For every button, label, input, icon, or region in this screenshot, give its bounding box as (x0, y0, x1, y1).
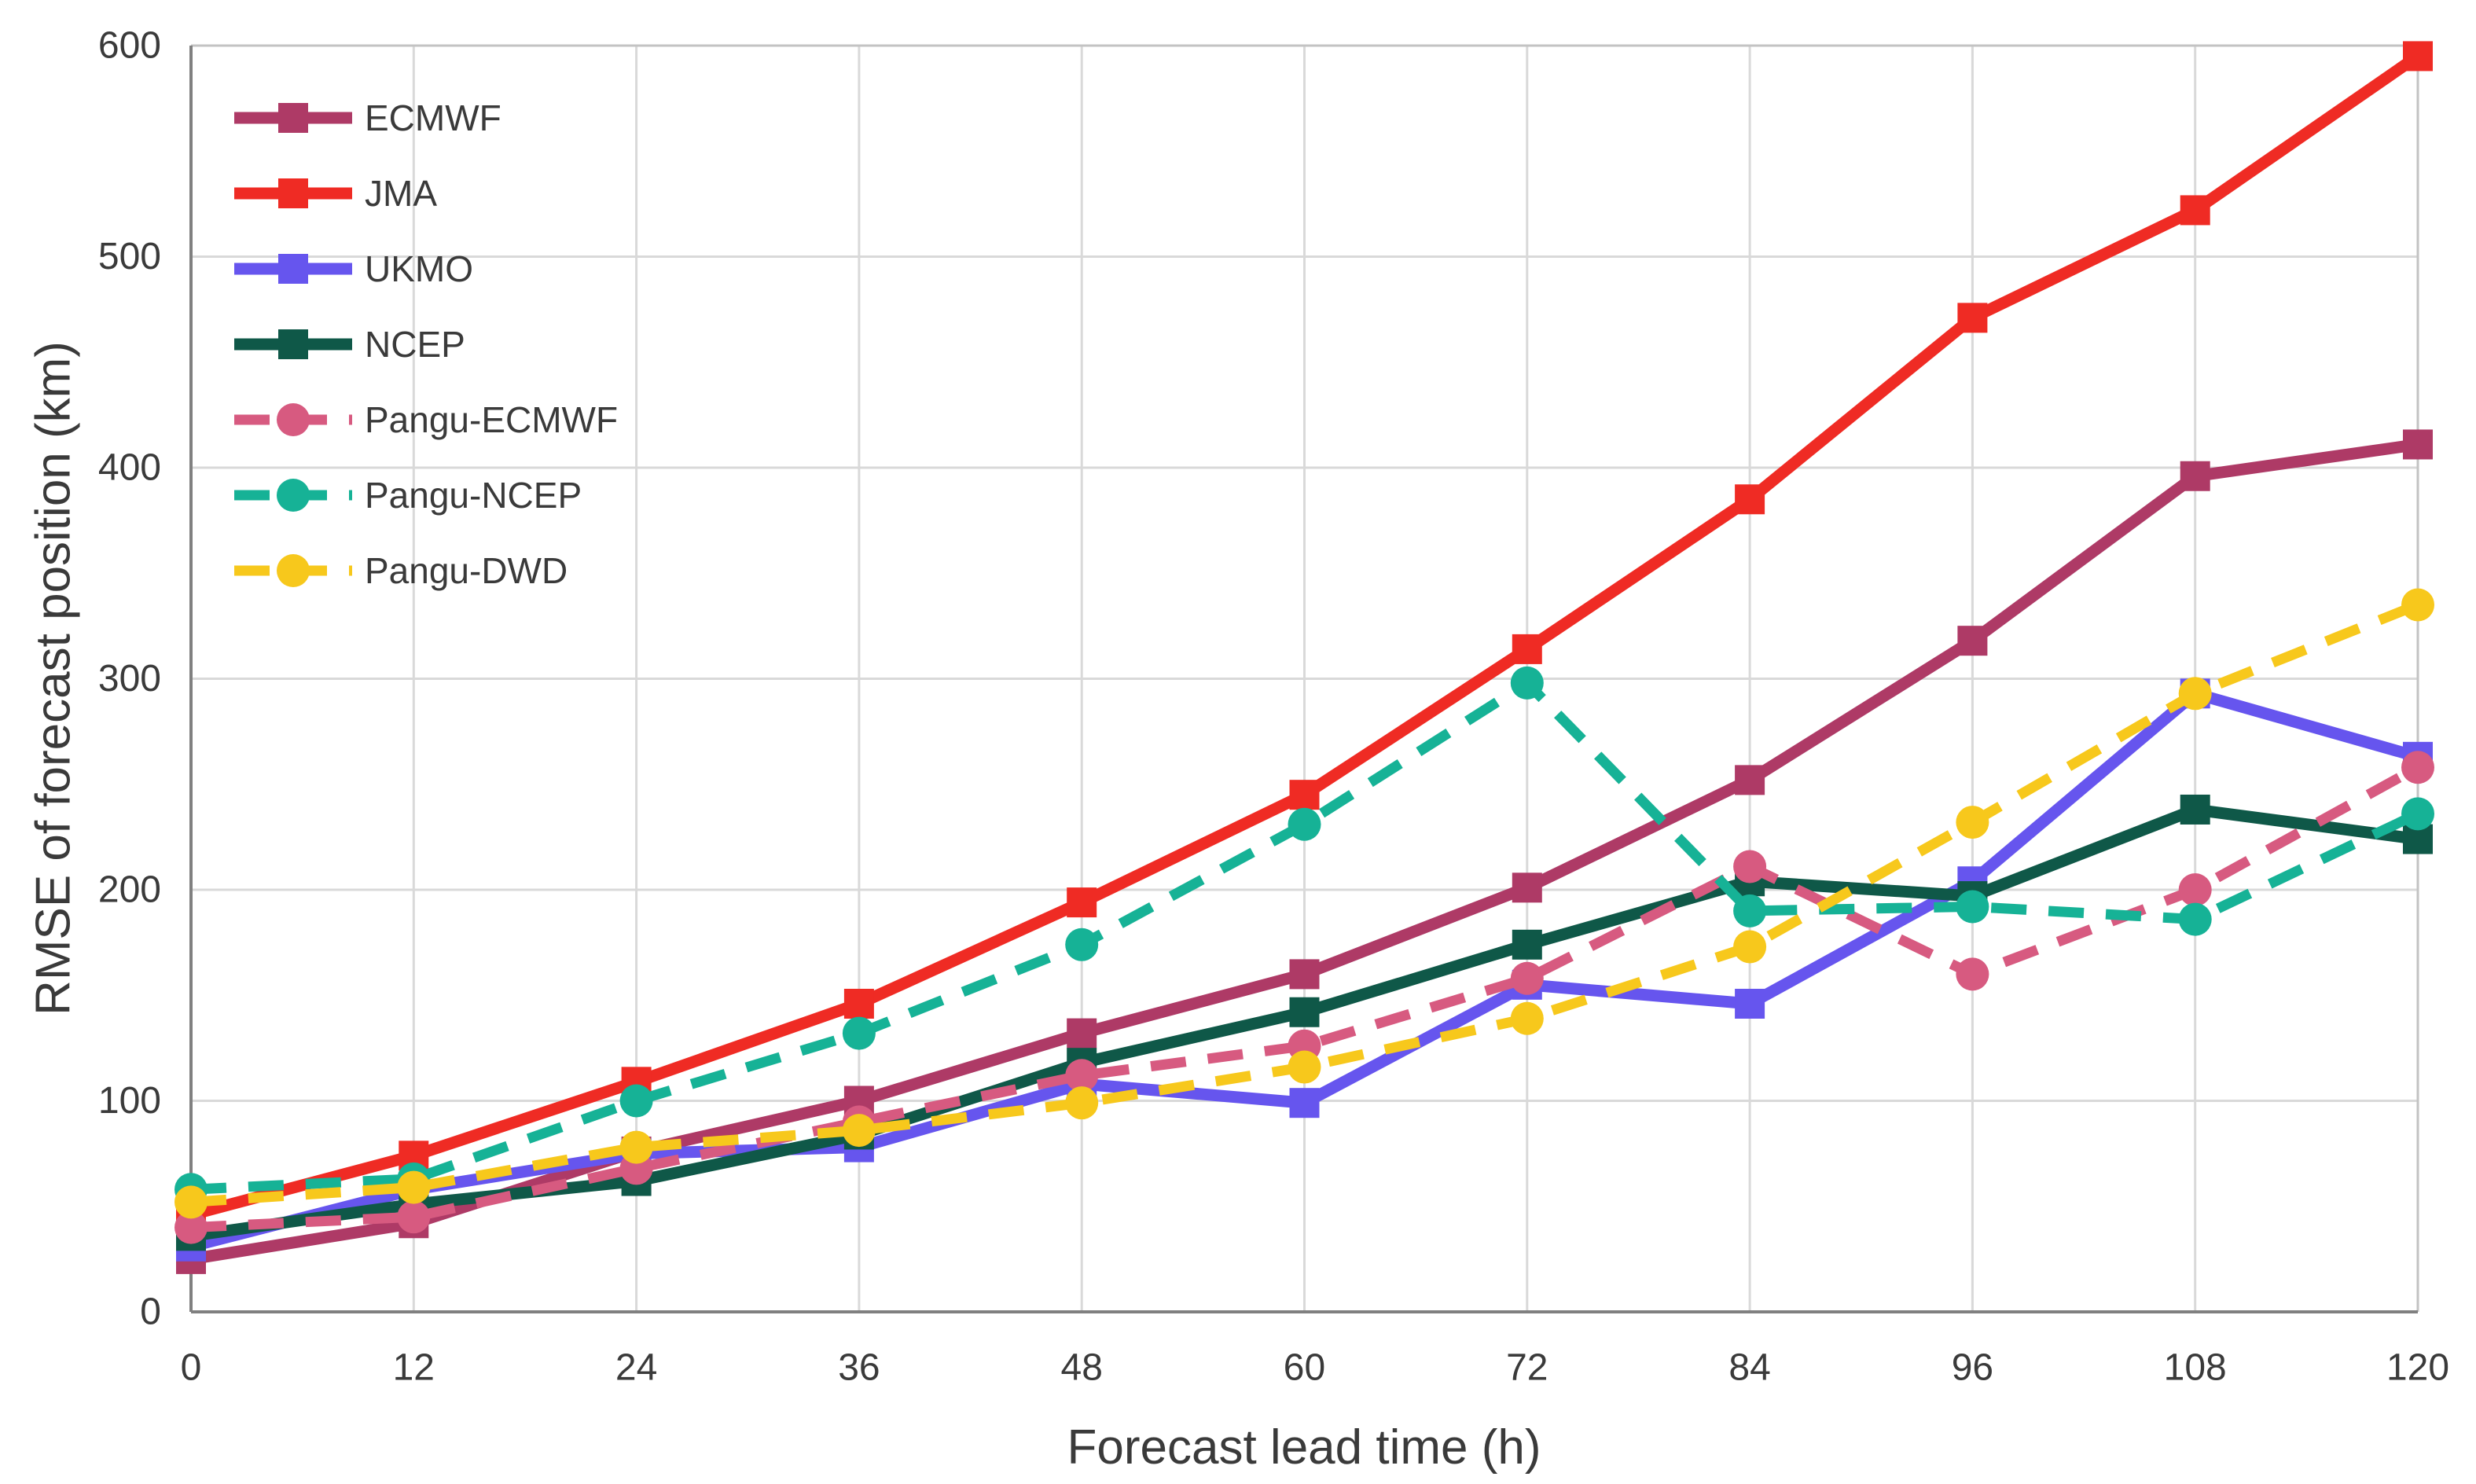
legend-swatch-marker-ukmo (278, 254, 308, 284)
series-marker-pangu-ecmwf (2178, 873, 2212, 906)
series-marker-pangu-ncep (1733, 894, 1767, 928)
x-tick-label: 48 (1061, 1347, 1103, 1389)
series-marker-pangu-ecmwf (2401, 751, 2434, 784)
series-marker-pangu-ncep (2401, 797, 2434, 831)
series-marker-pangu-ecmwf (1065, 1059, 1099, 1093)
series-marker-pangu-ncep (1956, 890, 1989, 924)
x-axis-title: Forecast lead time (h) (1067, 1420, 1541, 1475)
series-marker-jma (2180, 195, 2210, 226)
series-marker-pangu-ncep (2178, 902, 2212, 936)
series-marker-ukmo (1735, 988, 1765, 1019)
series-marker-pangu-dwd (1288, 1050, 1321, 1084)
x-tick-label: 84 (1728, 1347, 1770, 1389)
legend-label-ukmo: UKMO (365, 248, 473, 289)
series-marker-jma (2403, 41, 2433, 72)
x-tick-label: 24 (615, 1347, 657, 1389)
legend-label-pangu-ncep: Pangu-NCEP (365, 475, 582, 516)
series-marker-pangu-ecmwf (1510, 961, 1544, 995)
series-marker-pangu-ncep (1065, 928, 1099, 961)
legend-swatch-marker-pangu-dwd (277, 554, 310, 587)
series-line-pangu-ecmwf (190, 762, 2421, 1233)
series-marker-ncep (1289, 997, 1320, 1027)
series-marker-ecmwf (2403, 429, 2433, 460)
legend-label-ncep: NCEP (365, 324, 465, 365)
series-marker-ecmwf (1512, 872, 1542, 903)
legend-label-jma: JMA (365, 173, 437, 214)
series-marker-ecmwf (1067, 1018, 1097, 1049)
series-marker-ukmo (1289, 1088, 1320, 1119)
legend-label-ecmwf: ECMWF (365, 97, 501, 138)
series-marker-pangu-dwd (1956, 806, 1989, 839)
series-marker-pangu-dwd (397, 1170, 431, 1204)
series-marker-ncep (2180, 794, 2210, 825)
legend-swatch-marker-ecmwf (278, 103, 308, 133)
series-marker-jma (1512, 634, 1542, 664)
series-marker-jma (843, 988, 874, 1019)
series-marker-pangu-ecmwf (174, 1210, 208, 1244)
series-marker-pangu-ncep (1510, 666, 1544, 700)
y-tick-label: 500 (98, 236, 161, 277)
x-tick-label: 60 (1284, 1347, 1325, 1389)
series-marker-ecmwf (2180, 461, 2210, 491)
y-tick-label: 0 (140, 1291, 161, 1333)
series-marker-ecmwf (1289, 959, 1320, 990)
series-marker-pangu-ncep (619, 1084, 653, 1118)
series-marker-pangu-dwd (619, 1130, 653, 1164)
series-marker-pangu-dwd (1065, 1086, 1099, 1120)
x-tick-label: 120 (2386, 1347, 2449, 1389)
series-marker-pangu-ecmwf (1956, 957, 1989, 991)
series-marker-pangu-ncep (842, 1016, 876, 1050)
x-tick-label: 108 (2164, 1347, 2227, 1389)
series-marker-jma (1289, 780, 1320, 810)
legend-swatch-marker-ncep (278, 329, 308, 359)
y-axis-title: RMSE of forecast position (km) (26, 341, 81, 1016)
series-marker-pangu-dwd (2401, 588, 2434, 622)
x-tick-label: 36 (838, 1347, 880, 1389)
series-marker-pangu-ncep (1288, 807, 1321, 841)
series-marker-jma (1735, 484, 1765, 515)
y-tick-label: 100 (98, 1080, 161, 1122)
y-tick-label: 300 (98, 658, 161, 700)
y-tick-label: 400 (98, 447, 161, 489)
series-marker-ncep (1512, 929, 1542, 960)
series-marker-pangu-dwd (174, 1185, 208, 1219)
series-marker-ecmwf (1957, 626, 1988, 656)
series-marker-pangu-dwd (1510, 1001, 1544, 1035)
series-marker-pangu-dwd (2178, 677, 2212, 711)
x-tick-label: 0 (181, 1347, 202, 1389)
series-marker-jma (1957, 303, 1988, 333)
y-tick-label: 200 (98, 869, 161, 911)
x-tick-label: 12 (393, 1347, 435, 1389)
series-marker-pangu-ecmwf (397, 1200, 431, 1234)
legend-swatch-marker-jma (278, 178, 308, 208)
series-marker-ecmwf (1735, 765, 1765, 795)
legend-label-pangu-dwd: Pangu-DWD (365, 550, 568, 591)
x-tick-label: 72 (1506, 1347, 1548, 1389)
legend-swatch-marker-pangu-ecmwf (277, 403, 310, 436)
series-marker-pangu-dwd (842, 1114, 876, 1148)
series-marker-pangu-ecmwf (1733, 850, 1767, 883)
legend-label-pangu-ecmwf: Pangu-ECMWF (365, 399, 618, 440)
legend-swatch-marker-pangu-ncep (277, 479, 310, 512)
series-marker-pangu-dwd (1733, 930, 1767, 964)
y-tick-label: 600 (98, 25, 161, 67)
x-tick-label: 96 (1952, 1347, 1993, 1389)
series-marker-jma (1067, 887, 1097, 918)
